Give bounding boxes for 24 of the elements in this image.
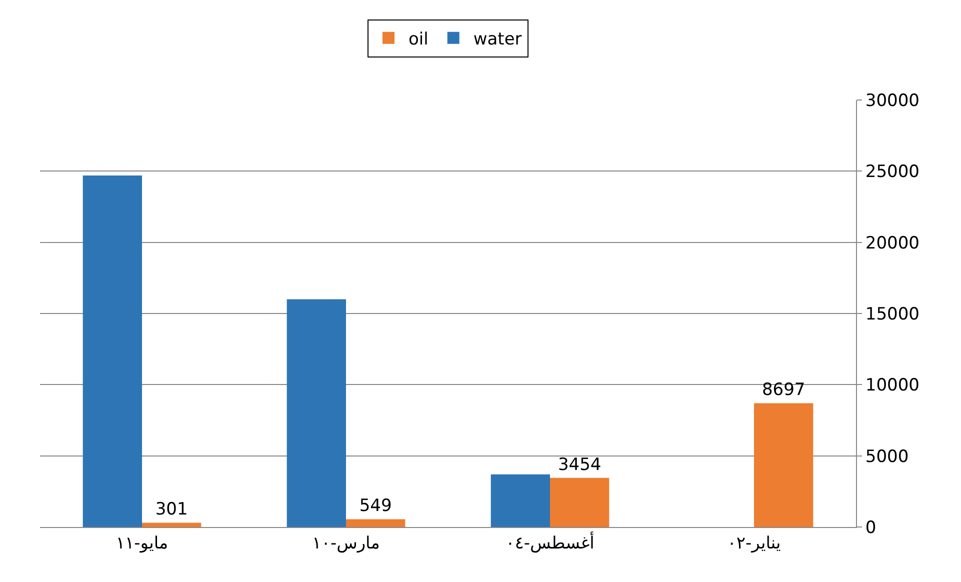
data-label: 3454 [558, 454, 602, 475]
y-tick-label: 15000 [865, 304, 920, 324]
bar [550, 478, 610, 527]
legend-label: oil [408, 29, 428, 50]
x-tick-label: مايو-١١ [116, 533, 168, 554]
data-label: 301 [155, 500, 188, 520]
x-tick-label: أغسطس-٠٤ [506, 531, 594, 554]
bar [82, 175, 142, 527]
y-tick-label: 0 [865, 518, 876, 538]
x-tick-label: مارس-١٠ [312, 533, 380, 554]
bar [754, 403, 814, 527]
bar [490, 474, 550, 527]
bar [346, 519, 406, 527]
y-tick-label: 30000 [865, 90, 920, 111]
bar [142, 522, 202, 527]
y-tick-label: 5000 [865, 446, 909, 467]
data-label: 8697 [762, 380, 806, 400]
y-tick-label: 20000 [865, 233, 920, 254]
y-tick-label: 25000 [865, 162, 920, 182]
data-label: 549 [359, 496, 392, 516]
x-tick-label: يناير-٠٢ [727, 533, 782, 554]
legend-label: water [473, 29, 522, 50]
bar [286, 299, 346, 527]
y-tick-label: 10000 [865, 376, 920, 396]
